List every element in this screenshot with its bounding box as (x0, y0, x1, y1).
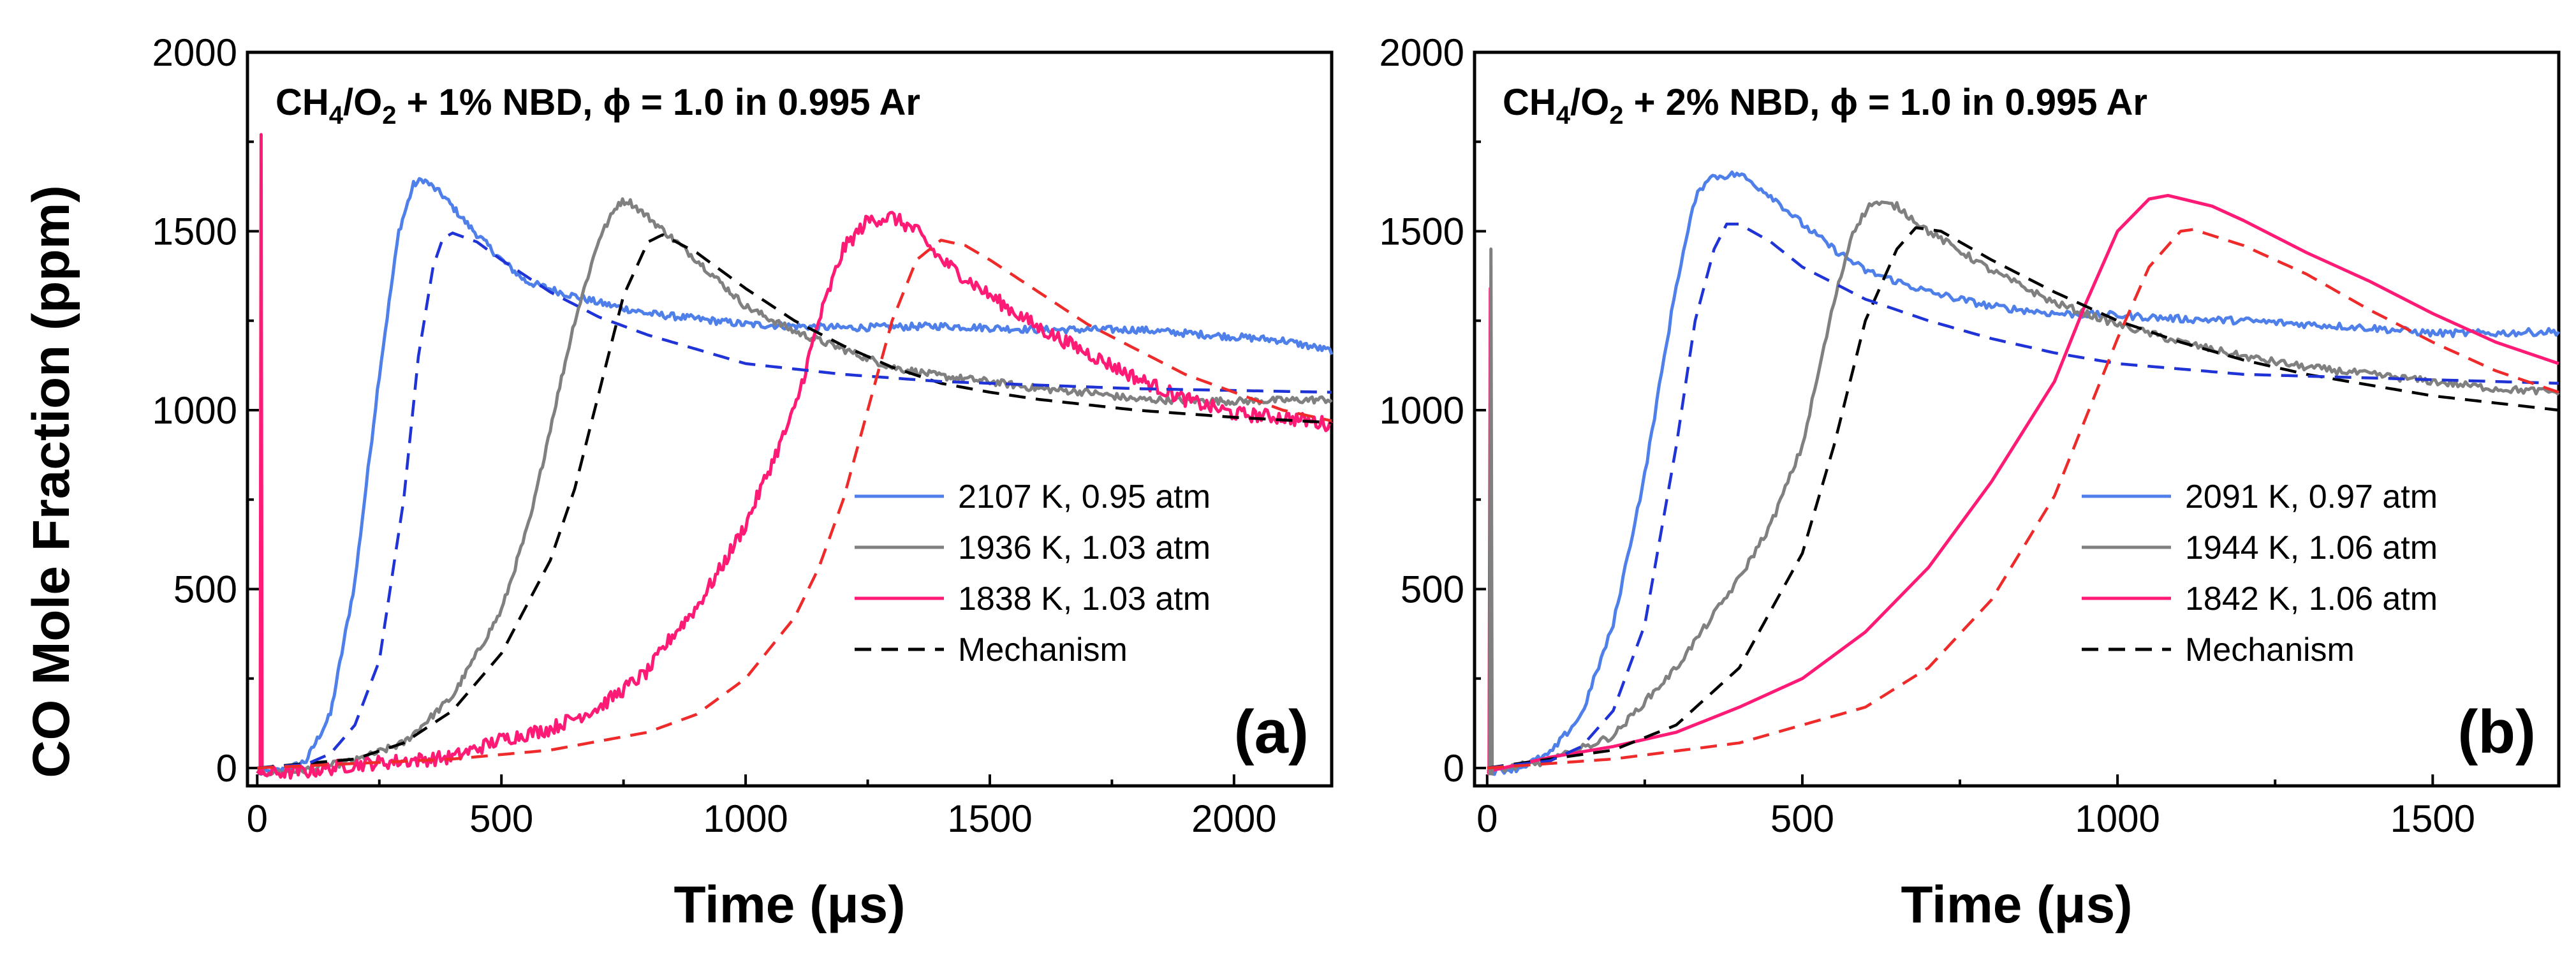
series-b-0 (1486, 170, 2560, 776)
y-tick-label-b-1000: 1000 (1380, 389, 1464, 432)
y-axis-title: CO Mole Fraction (ppm) (22, 185, 80, 778)
legend-label-a-1: 1936 K, 1.03 atm (958, 529, 1211, 566)
panel-tag-a: (a) (1234, 698, 1309, 766)
legend-a: 2107 K, 0.95 atm 1936 K, 1.03 atm 1838 K, … (855, 478, 1211, 669)
series-b-7 (1487, 228, 2559, 770)
legend-label-a-3: Mechanism (958, 632, 1128, 669)
y-tick-label-a-2000: 2000 (152, 31, 237, 74)
panel-b: CH4/O2 + 2% NBD, ϕ = 1.0 in 0.995 Ar 0 50… (1380, 31, 2561, 934)
x-tick-label-a-1000: 1000 (703, 797, 788, 840)
axis-ticks-b: 0 500 1000 1500 0 500 1000 1500 2000 (1380, 31, 2476, 840)
plot-frame-a (246, 50, 1334, 788)
series-a-4 (257, 233, 1332, 770)
series-a-1 (256, 197, 1333, 777)
axis-ticks-a: 0 500 1000 1500 2000 0 500 1000 1500 2000 (152, 31, 1277, 840)
x-tick-label-b-1000: 1000 (2075, 797, 2160, 840)
legend-label-b-2: 1842 K, 1.06 atm (2185, 580, 2438, 617)
x-tick-label-a-500: 500 (469, 797, 533, 840)
x-axis-title-b: Time (μs) (1901, 876, 2132, 934)
x-tick-label-b-1500: 1500 (2390, 797, 2475, 840)
x-tick-label-b-0: 0 (1476, 797, 1498, 840)
panel-tag-b: (b) (2457, 698, 2536, 766)
series-b-2 (1487, 193, 2559, 774)
series-b-6 (1487, 223, 2559, 770)
x-tick-label-a-2000: 2000 (1191, 797, 1276, 840)
x-tick-label-a-1500: 1500 (947, 797, 1032, 840)
panel-title-b: CH4/O2 + 2% NBD, ϕ = 1.0 in 0.995 Ar (1503, 82, 2147, 129)
y-tick-label-a-0: 0 (216, 747, 237, 790)
x-tick-label-a-0: 0 (247, 797, 268, 840)
y-tick-label-a-1500: 1500 (152, 210, 237, 253)
panel-title-a: CH4/O2 + 1% NBD, ϕ = 1.0 in 0.995 Ar (276, 82, 920, 129)
series-a-0 (256, 177, 1334, 776)
y-tick-label-b-2000: 2000 (1380, 31, 1464, 74)
legend-b: 2091 K, 0.97 atm 1944 K, 1.06 atm 1842 K, … (2082, 478, 2438, 669)
y-tick-label-b-500: 500 (1401, 568, 1464, 610)
x-axis-title-a: Time (μs) (673, 876, 905, 934)
x-tick-label-b-500: 500 (1770, 797, 1834, 840)
y-tick-label-a-1000: 1000 (152, 389, 237, 432)
series-a-6 (257, 239, 1332, 770)
series-b-1 (1487, 200, 2560, 774)
y-tick-label-a-500: 500 (173, 568, 237, 610)
series-b-4 (1488, 247, 1494, 776)
y-tick-label-b-1500: 1500 (1380, 210, 1464, 253)
series-a-3 (258, 133, 264, 776)
plot-frame-b (1473, 50, 2561, 788)
series-layer-b (1486, 170, 2560, 776)
y-tick-label-b-0: 0 (1443, 747, 1464, 790)
legend-label-b-1: 1944 K, 1.06 atm (2185, 529, 2438, 566)
legend-label-b-3: Mechanism (2185, 632, 2355, 669)
panel-a: CH4/O2 + 1% NBD, ϕ = 1.0 in 0.995 Ar 0 50… (152, 31, 1334, 934)
legend-label-a-0: 2107 K, 0.95 atm (958, 478, 1211, 515)
series-a-5 (257, 232, 1332, 770)
legend-label-a-2: 1838 K, 1.03 atm (958, 580, 1211, 617)
series-layer-a (256, 133, 1334, 780)
legend-label-b-0: 2091 K, 0.97 atm (2185, 478, 2438, 515)
